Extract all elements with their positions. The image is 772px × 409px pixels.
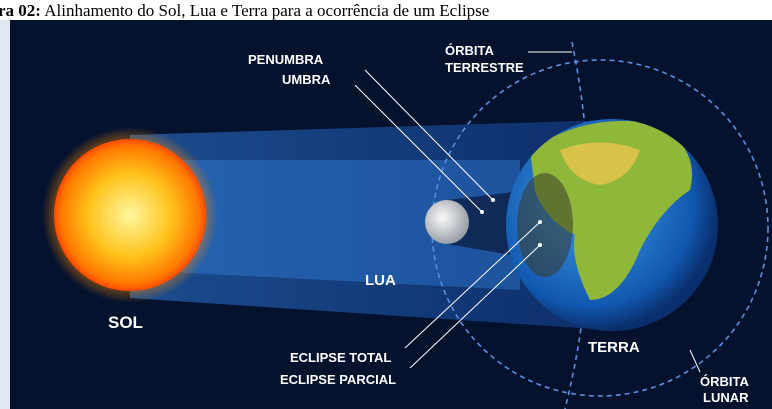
label-umbra: UMBRA: [282, 72, 331, 87]
label-orbita-lunar: LUNAR: [703, 390, 749, 405]
moon: [425, 200, 469, 244]
marker: [491, 198, 495, 202]
marker: [538, 220, 542, 224]
label-penumbra: PENUMBRA: [248, 52, 324, 67]
earth-shadow: [517, 173, 573, 277]
label-terra: TERRA: [588, 339, 640, 356]
marker: [538, 243, 542, 247]
label-orbita-terrestre: TERRESTRE: [445, 60, 524, 75]
label-lua: LUA: [365, 272, 396, 289]
marker: [480, 210, 484, 214]
label-sol: SOL: [108, 313, 143, 332]
caption-text: Alinhamento do Sol, Lua e Terra para a o…: [44, 1, 489, 20]
label-eclipse-total: ECLIPSE TOTAL: [290, 350, 391, 365]
diagram: PENUMBRA UMBRA ÓRBITA TERRESTRE SOL LUA …: [0, 0, 772, 409]
label-eclipse-parcial: ECLIPSE PARCIAL: [280, 372, 396, 387]
caption-label: ra 02:: [0, 1, 41, 20]
label-orbita-lunar: ÓRBITA: [700, 374, 749, 389]
page: PENUMBRA UMBRA ÓRBITA TERRESTRE SOL LUA …: [0, 0, 772, 409]
sun: [54, 139, 206, 291]
caption: ra 02: Alinhamento do Sol, Lua e Terra p…: [0, 1, 489, 20]
label-orbita-terrestre: ÓRBITA: [445, 43, 494, 58]
